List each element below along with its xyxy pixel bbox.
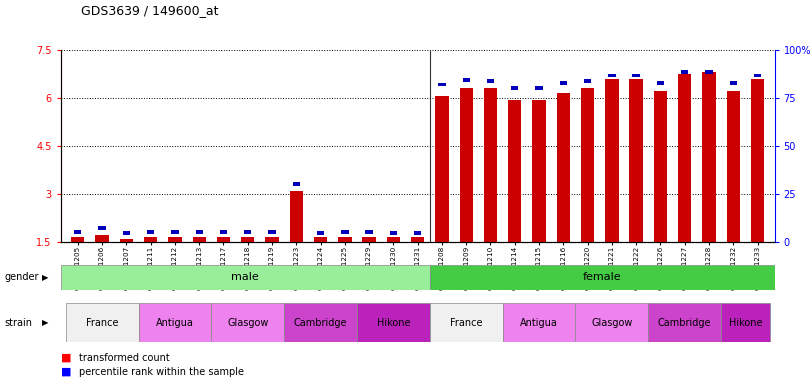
Bar <box>387 237 400 242</box>
Text: male: male <box>231 272 260 283</box>
Bar <box>171 230 178 233</box>
Bar <box>212 303 284 342</box>
Bar <box>681 70 689 74</box>
Bar <box>581 88 594 242</box>
Bar <box>122 231 130 235</box>
Text: Hikone: Hikone <box>728 318 762 328</box>
Bar <box>556 93 570 242</box>
Text: Glasgow: Glasgow <box>227 318 268 328</box>
Text: Antigua: Antigua <box>156 318 194 328</box>
Bar <box>220 230 227 233</box>
Bar <box>462 78 470 82</box>
Bar <box>532 99 546 242</box>
Text: ■: ■ <box>61 367 71 377</box>
Bar <box>168 237 182 242</box>
Bar <box>74 230 81 233</box>
Text: Cambridge: Cambridge <box>658 318 711 328</box>
Bar <box>503 303 576 342</box>
Bar <box>648 303 721 342</box>
Bar <box>71 237 84 242</box>
Text: ■: ■ <box>61 353 71 363</box>
Bar <box>217 237 230 242</box>
Bar <box>265 237 279 242</box>
Bar <box>192 237 206 242</box>
Bar <box>290 191 303 242</box>
Text: France: France <box>86 318 118 328</box>
Text: France: France <box>450 318 483 328</box>
Bar <box>314 237 328 242</box>
Bar <box>511 86 518 89</box>
Bar <box>535 86 543 89</box>
Bar <box>147 230 154 233</box>
Text: Antigua: Antigua <box>520 318 558 328</box>
Bar <box>390 231 397 235</box>
Bar <box>144 237 157 242</box>
Text: strain: strain <box>4 318 32 328</box>
Bar <box>438 83 445 86</box>
Bar <box>487 79 494 83</box>
Bar <box>702 72 715 242</box>
Bar <box>414 231 422 235</box>
Bar <box>430 303 503 342</box>
Bar <box>293 182 300 186</box>
Text: Glasgow: Glasgow <box>591 318 633 328</box>
Bar <box>629 79 643 242</box>
Text: transformed count: transformed count <box>79 353 169 363</box>
Text: Cambridge: Cambridge <box>294 318 347 328</box>
Bar <box>576 303 648 342</box>
Bar <box>560 81 567 85</box>
Bar <box>605 79 619 242</box>
Bar <box>460 88 473 242</box>
Bar <box>268 230 276 233</box>
Bar <box>139 303 212 342</box>
Bar <box>721 303 770 342</box>
Bar <box>341 230 349 234</box>
Bar <box>730 81 737 85</box>
Text: Hikone: Hikone <box>376 318 410 328</box>
Text: female: female <box>583 272 621 283</box>
Bar <box>608 74 616 78</box>
Bar <box>727 91 740 242</box>
Text: GDS3639 / 149600_at: GDS3639 / 149600_at <box>81 4 219 17</box>
Bar <box>436 96 448 242</box>
Text: gender: gender <box>4 272 39 283</box>
Bar <box>317 231 324 235</box>
Text: percentile rank within the sample: percentile rank within the sample <box>79 367 243 377</box>
Bar <box>241 237 255 242</box>
Bar <box>584 79 591 83</box>
Bar <box>366 230 373 234</box>
Bar <box>363 237 375 242</box>
Bar <box>411 237 424 242</box>
Bar <box>754 74 762 78</box>
Bar <box>678 74 691 242</box>
Bar <box>357 303 430 342</box>
Bar <box>508 99 521 242</box>
Bar <box>244 230 251 233</box>
Bar <box>98 226 105 230</box>
Bar <box>120 239 133 242</box>
Bar <box>430 265 775 290</box>
Bar <box>706 70 713 74</box>
Bar <box>338 237 351 242</box>
Bar <box>484 88 497 242</box>
Bar <box>96 235 109 242</box>
Bar <box>66 303 139 342</box>
Bar <box>61 265 430 290</box>
Bar <box>751 79 764 242</box>
Bar <box>657 81 664 85</box>
Bar <box>654 91 667 242</box>
Bar <box>284 303 357 342</box>
Bar <box>633 74 640 78</box>
Text: ▶: ▶ <box>42 273 49 282</box>
Text: ▶: ▶ <box>42 318 49 327</box>
Bar <box>195 230 203 233</box>
